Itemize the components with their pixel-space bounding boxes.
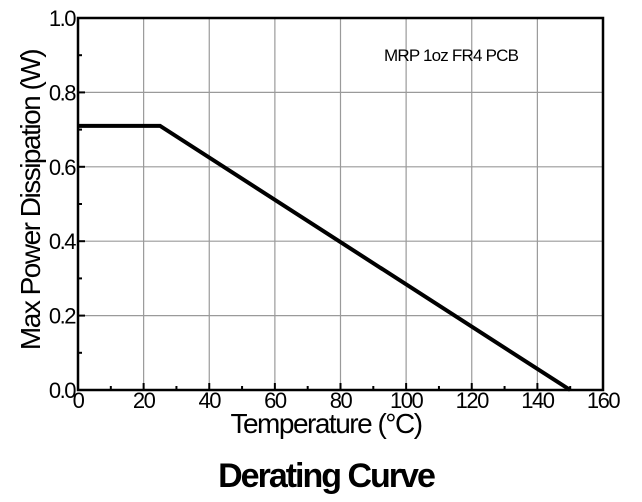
x-tick-label: 0 bbox=[73, 388, 85, 413]
x-tick-label: 120 bbox=[456, 388, 489, 413]
grid-lines bbox=[78, 18, 603, 390]
y-tick-label: 0.8 bbox=[49, 80, 76, 105]
chart-title: Derating Curve bbox=[218, 457, 435, 495]
derating-line bbox=[78, 123, 572, 392]
series-layer bbox=[78, 123, 572, 392]
y-tick-label: 1.0 bbox=[49, 6, 76, 31]
tick-labels: 0 20 40 60 80 100 120 140 160 0.0 0.2 0.4 0.6 0.8 1.0 bbox=[49, 6, 622, 413]
y-axis-title: Max Power Dissipation (W) bbox=[15, 50, 46, 350]
x-tick-label: 100 bbox=[390, 388, 423, 413]
x-tick-label: 160 bbox=[587, 388, 620, 413]
y-tick-label: 0.4 bbox=[49, 229, 76, 254]
x-tick-label: 140 bbox=[521, 388, 554, 413]
y-tick-label: 0.6 bbox=[49, 155, 76, 180]
chart-annotation: MRP 1oz FR4 PCB bbox=[384, 46, 519, 65]
x-tick-label: 40 bbox=[199, 388, 222, 413]
x-tick-label: 80 bbox=[330, 388, 353, 413]
y-tick-label: 0.2 bbox=[49, 304, 76, 329]
x-tick-label: 60 bbox=[264, 388, 287, 413]
x-axis-title: Temperature (°C) bbox=[230, 408, 421, 439]
y-tick-label: 0.0 bbox=[49, 378, 76, 403]
x-tick-label: 20 bbox=[133, 388, 156, 413]
plot-frame bbox=[76, 16, 605, 392]
